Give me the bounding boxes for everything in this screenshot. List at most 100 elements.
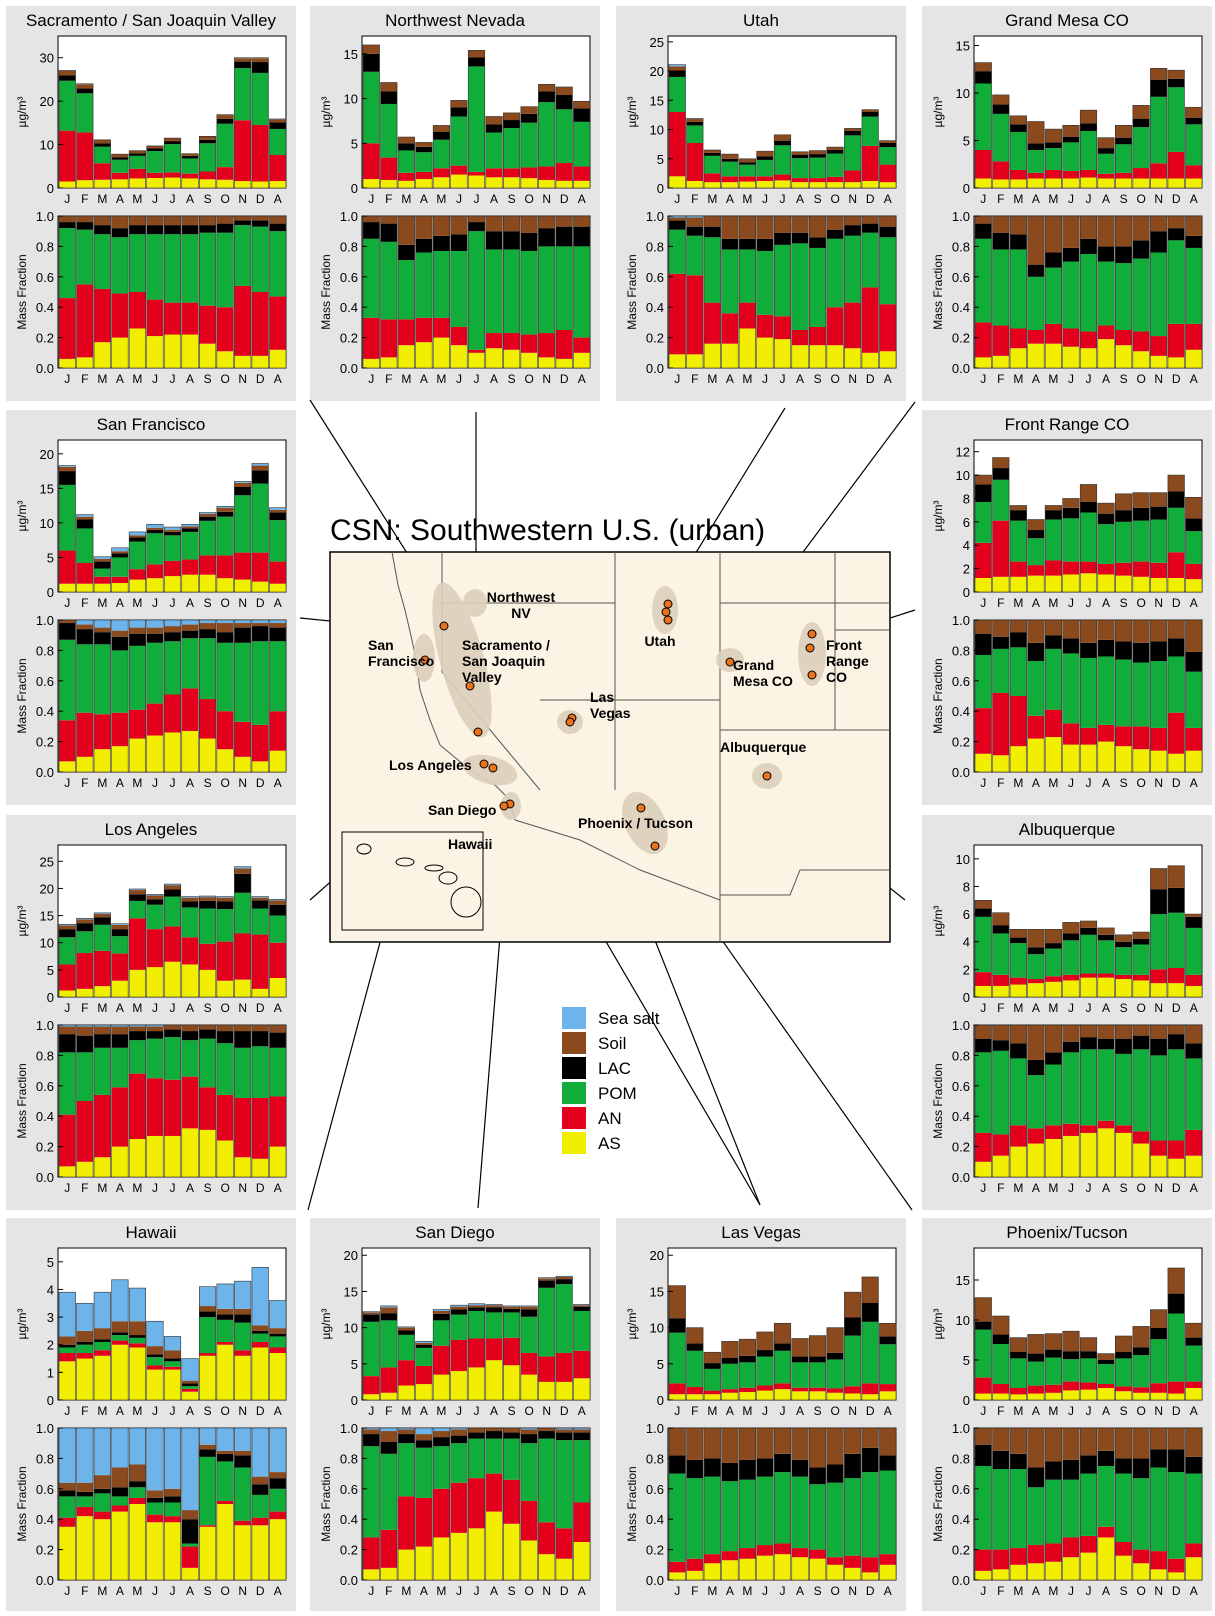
x-tick-label: M <box>132 1404 142 1418</box>
bar-segment-lac <box>1045 635 1062 649</box>
bar-segment-soil <box>538 216 555 228</box>
bar-segment-as <box>503 177 520 188</box>
bar-segment-an <box>1185 728 1202 751</box>
bar-segment-lac <box>486 1431 503 1439</box>
y-axis-label: µg/m³ <box>15 1309 29 1340</box>
x-tick-label: M <box>132 1181 142 1195</box>
x-tick-label: N <box>238 1181 247 1195</box>
bar-segment-pom <box>59 81 76 131</box>
x-tick-label: D <box>1172 1181 1181 1195</box>
bar-segment-pom <box>862 233 879 288</box>
y-tick-label: 0.2 <box>646 1543 664 1558</box>
x-tick-label: A <box>1102 1584 1110 1598</box>
x-tick-label: F <box>997 192 1004 206</box>
bar-segment-an <box>486 333 503 348</box>
bar-segment-lac <box>451 1310 468 1315</box>
bar-segment-as <box>217 1345 234 1400</box>
bar-segment-pom <box>1115 660 1132 727</box>
bar-segment-soil <box>1098 928 1115 935</box>
bar-segment-an <box>722 1551 739 1560</box>
bar-segment-lac <box>129 1335 146 1338</box>
bar-segment-soil <box>199 897 216 901</box>
bar-segment-lac <box>1185 917 1202 928</box>
bar-segment-an <box>252 935 269 989</box>
x-tick-label: A <box>1102 192 1110 206</box>
bar-segment-pom <box>381 242 398 320</box>
bar-segment-an <box>217 942 234 981</box>
x-tick-label: M <box>707 1584 717 1598</box>
bar-segment-an <box>129 169 146 179</box>
bar-segment-pom <box>827 1483 844 1557</box>
map-label-los-angeles: Los Angeles <box>389 757 472 773</box>
bar-segment-an <box>573 167 590 181</box>
bar-segment-pom <box>687 125 704 143</box>
bar-segment-as <box>147 1370 164 1400</box>
bar-segment-an <box>503 1338 520 1366</box>
bar-segment-as <box>252 356 269 368</box>
bar-segment-an <box>1010 1388 1027 1394</box>
bar-segment-sea-salt <box>182 524 199 526</box>
y-tick-label: 20 <box>40 881 54 896</box>
bar-segment-lac <box>94 1339 111 1342</box>
y-tick-label: 0.6 <box>952 270 970 285</box>
bar-segment-an <box>573 338 590 353</box>
bar-segment-as <box>556 1559 573 1580</box>
y-tick-label: 0.0 <box>646 1573 664 1588</box>
bar-segment-as <box>1010 985 1027 997</box>
bar-segment-lac <box>199 629 216 638</box>
bar-segment-as <box>217 1504 234 1580</box>
site-marker <box>763 772 771 780</box>
bar-segment-soil <box>1010 505 1027 510</box>
bar-segment-pom <box>112 1496 129 1505</box>
bar-segment-pom <box>217 1043 234 1095</box>
bar-segment-an <box>862 287 879 352</box>
bar-segment-an <box>975 708 992 754</box>
legend-swatch <box>562 1057 586 1079</box>
bar-segment-lac <box>704 153 721 156</box>
bar-segment-soil <box>862 1277 879 1303</box>
bar-segment-lac <box>1150 1449 1167 1467</box>
bar-segment-soil <box>451 1430 468 1436</box>
bar-segment-as <box>687 1394 704 1400</box>
bar-segment-as <box>757 1556 774 1580</box>
bar-segment-as <box>809 1391 826 1400</box>
x-tick-label: M <box>1048 776 1058 790</box>
bar-segment-pom <box>363 1446 380 1537</box>
bar-segment-lac <box>234 1455 251 1467</box>
y-tick-label: 0.0 <box>952 361 970 376</box>
bar-segment-lac <box>757 239 774 251</box>
bar-segment-an <box>809 327 826 345</box>
bar-segment-as <box>809 1559 826 1580</box>
bar-segment-an <box>1098 325 1115 339</box>
x-tick-label: A <box>1102 1001 1110 1015</box>
bar-segment-lac <box>1185 118 1202 125</box>
bar-segment-as <box>1168 578 1185 592</box>
bar-segment-as <box>1010 1394 1027 1400</box>
x-tick-label: D <box>256 192 265 206</box>
bar-segment-lac <box>844 225 861 236</box>
x-tick-label: M <box>1013 1404 1023 1418</box>
bar-segment-pom <box>94 1342 111 1350</box>
bar-segment-pom <box>433 1320 450 1345</box>
bar-segment-an <box>538 1522 555 1554</box>
bar-segment-an <box>792 1388 809 1392</box>
y-tick-label: 4 <box>963 538 970 553</box>
bar-segment-lac <box>792 155 809 159</box>
bar-segment-pom <box>1063 142 1080 171</box>
bar-segment-soil <box>234 868 251 873</box>
bar-segment-pom <box>147 234 164 299</box>
x-tick-label: A <box>186 372 194 386</box>
bar-segment-an <box>217 1501 234 1504</box>
bar-segment-soil <box>1080 110 1097 123</box>
bar-segment-sea-salt <box>112 1428 129 1468</box>
bar-segment-lac <box>757 1350 774 1357</box>
bar-segment-an <box>182 303 199 335</box>
bar-segment-lac <box>1115 246 1132 263</box>
bar-segment-pom <box>468 1311 485 1339</box>
x-tick-label: N <box>542 1584 551 1598</box>
bar-segment-pom <box>1150 914 1167 969</box>
bar-segment-pom <box>774 245 791 316</box>
bar-segment-as <box>182 1392 199 1400</box>
